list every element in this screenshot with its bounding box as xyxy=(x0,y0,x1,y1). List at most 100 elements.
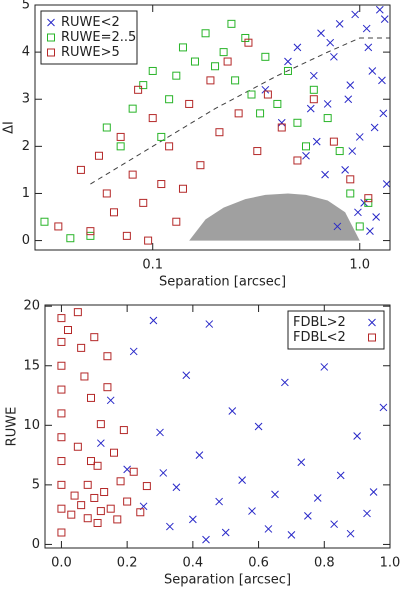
x-stroke xyxy=(159,469,168,477)
point xyxy=(77,343,86,352)
point xyxy=(64,326,72,335)
point xyxy=(189,515,197,524)
point xyxy=(231,76,240,85)
point xyxy=(368,318,376,327)
point xyxy=(309,85,318,94)
point xyxy=(100,488,109,497)
x-stroke xyxy=(366,227,374,236)
x-stroke xyxy=(277,118,286,127)
x-stroke xyxy=(369,488,378,496)
x-stroke xyxy=(182,371,191,380)
point xyxy=(283,66,292,75)
legend-label: RUWE>5 xyxy=(61,45,120,60)
x-stroke xyxy=(309,71,318,80)
point xyxy=(206,76,215,85)
x-stroke xyxy=(228,407,237,415)
point xyxy=(287,531,296,539)
point xyxy=(128,170,137,179)
point xyxy=(284,57,292,66)
point xyxy=(178,43,187,52)
point xyxy=(178,184,187,193)
x-axis-title: Separation [arcsec] xyxy=(164,573,291,588)
point xyxy=(293,43,302,52)
point xyxy=(57,433,66,442)
point xyxy=(256,109,265,118)
point xyxy=(185,99,194,108)
point xyxy=(40,217,49,226)
point xyxy=(93,518,102,527)
point xyxy=(97,439,105,448)
x-stroke xyxy=(306,104,315,113)
point xyxy=(116,477,125,486)
plot-area xyxy=(40,5,390,245)
point xyxy=(96,507,105,516)
point xyxy=(106,396,115,405)
point xyxy=(83,514,92,523)
point xyxy=(80,372,89,381)
x-stroke xyxy=(261,85,270,94)
y-axis-title: RUWE xyxy=(5,407,20,447)
point xyxy=(281,378,289,387)
point xyxy=(172,483,181,492)
point xyxy=(330,52,338,61)
y-tick-label: 0 xyxy=(32,537,40,552)
x-stroke xyxy=(354,208,362,217)
point xyxy=(333,222,342,231)
x-stroke xyxy=(254,422,263,431)
point xyxy=(221,528,230,537)
point xyxy=(301,142,310,151)
point xyxy=(277,123,286,132)
x-stroke xyxy=(317,29,325,38)
point xyxy=(321,170,329,179)
point xyxy=(77,501,86,510)
point xyxy=(293,156,302,165)
point xyxy=(139,81,148,90)
point xyxy=(157,180,166,189)
legend-label: RUWE<2 xyxy=(61,15,120,30)
point xyxy=(67,510,76,519)
x-stroke xyxy=(129,347,138,356)
legend-box xyxy=(40,10,138,65)
x-stroke xyxy=(166,522,174,531)
x-stroke xyxy=(106,396,115,405)
x-stroke xyxy=(341,166,349,174)
point xyxy=(368,67,377,75)
x-stroke xyxy=(346,81,355,89)
point xyxy=(86,227,95,236)
point xyxy=(346,81,355,89)
point xyxy=(353,432,361,440)
x-stroke xyxy=(248,507,256,515)
x-stroke xyxy=(271,490,279,499)
point xyxy=(182,371,191,380)
point xyxy=(139,198,148,207)
point xyxy=(346,175,355,184)
point xyxy=(297,458,306,467)
point xyxy=(219,48,228,57)
point xyxy=(335,147,344,156)
point xyxy=(90,493,99,502)
point xyxy=(346,189,355,198)
legend-label: FDBL>2 xyxy=(293,315,346,330)
x-stroke xyxy=(330,520,338,529)
axes-frame xyxy=(34,4,391,251)
x-stroke xyxy=(362,24,371,33)
point xyxy=(116,132,125,141)
point xyxy=(47,33,55,42)
point xyxy=(355,222,364,231)
x-tick-label: 1.0 xyxy=(380,556,400,571)
dashed-line xyxy=(90,37,390,185)
point xyxy=(109,208,118,217)
point xyxy=(227,19,236,28)
x-stroke xyxy=(330,52,338,61)
point xyxy=(159,469,168,477)
x-stroke xyxy=(281,378,289,387)
point xyxy=(57,314,66,323)
point xyxy=(93,461,102,470)
point xyxy=(47,48,55,57)
x-stroke xyxy=(380,15,389,23)
point xyxy=(302,151,310,160)
point xyxy=(369,488,378,496)
point xyxy=(190,57,199,66)
point xyxy=(351,10,359,19)
